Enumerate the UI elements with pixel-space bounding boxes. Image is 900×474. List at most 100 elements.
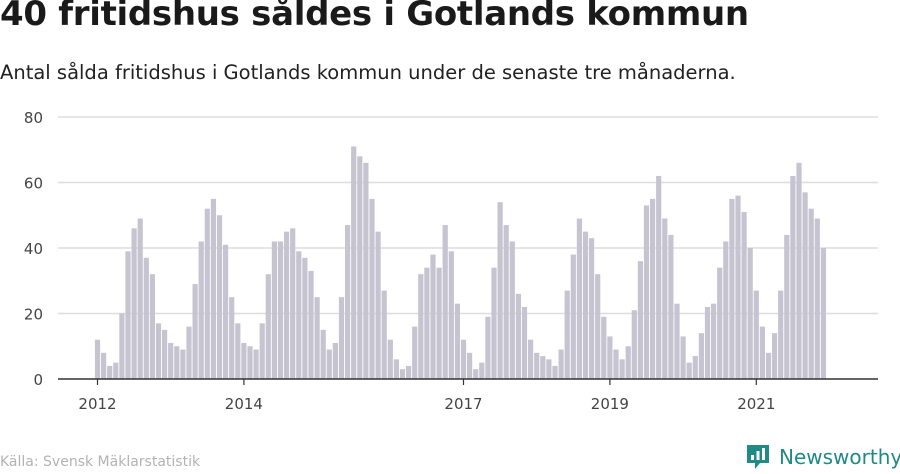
bar: [210, 198, 216, 380]
bar: [637, 261, 643, 379]
bar: [643, 205, 650, 379]
bar: [253, 349, 259, 379]
bar: [607, 336, 613, 379]
bar: [436, 267, 442, 379]
bar: [338, 297, 345, 380]
bar: [204, 208, 210, 379]
bar: [180, 349, 186, 379]
bar: [796, 162, 802, 379]
bar: [564, 290, 570, 379]
bar: [296, 251, 302, 379]
chart-title: 40 fritidshus såldes i Gotlands kommun: [0, 0, 749, 34]
bar: [668, 234, 674, 379]
bar: [375, 231, 381, 380]
bar: [717, 267, 723, 379]
bar: [619, 359, 625, 379]
bar: [747, 248, 753, 379]
bar: [387, 339, 393, 379]
bar: [351, 146, 357, 379]
bar: [271, 241, 277, 379]
bar: [595, 274, 601, 379]
bars: [94, 146, 826, 380]
bar: [155, 323, 162, 379]
bar: [192, 284, 198, 379]
bar: [692, 356, 698, 379]
bar: [662, 218, 668, 379]
bar: [582, 231, 589, 380]
bar: [277, 241, 284, 379]
bar: [162, 329, 168, 380]
bar: [399, 369, 406, 379]
bar: [613, 349, 619, 379]
bar: [284, 231, 290, 380]
bar: [820, 248, 826, 379]
bar: [357, 156, 363, 379]
bar: [515, 293, 521, 379]
bar: [143, 257, 149, 379]
bar: [125, 251, 131, 379]
bar: [735, 195, 741, 379]
bar: [418, 274, 424, 379]
bar-chart: 0 20 40 60 80 2012 2014 2017 2019 2021 40: [24, 100, 878, 413]
bar: [711, 303, 717, 379]
y-tick-label: 0: [33, 371, 43, 389]
bar: [247, 346, 253, 379]
bar: [723, 241, 729, 379]
bar: [509, 241, 515, 379]
bar: [186, 326, 192, 379]
bar: [790, 175, 796, 379]
bar: [491, 267, 497, 379]
source-note: Källa: Svensk Mäklarstatistik: [0, 454, 201, 470]
bar: [686, 362, 692, 380]
bar: [808, 208, 814, 379]
bar: [772, 333, 778, 379]
labels: 0 20 40 60 80 2012 2014 2017 2019 2021 40: [24, 100, 846, 413]
bar: [680, 336, 686, 379]
bar: [229, 297, 235, 380]
bar: [656, 175, 662, 379]
x-tick-label: 2021: [737, 395, 775, 413]
bar: [802, 192, 808, 379]
bar: [363, 162, 369, 379]
bar: [528, 339, 534, 379]
bar: [149, 274, 155, 379]
axes: [58, 378, 878, 385]
bar: [814, 218, 820, 379]
bar: [467, 352, 473, 379]
newsworthy-logo-icon: [747, 445, 769, 469]
bar: [406, 365, 412, 379]
bar: [674, 303, 680, 379]
bar: [650, 198, 656, 380]
bar: [259, 323, 265, 379]
gridlines: [58, 116, 878, 315]
bar: [107, 365, 113, 379]
bar: [302, 257, 308, 379]
bar: [485, 316, 491, 379]
y-tick-label: 20: [24, 306, 43, 324]
bar: [345, 225, 351, 379]
data-label: 40: [825, 100, 845, 104]
bar: [765, 352, 772, 379]
newsworthy-logo: Newsworthy: [745, 443, 900, 471]
bar: [473, 369, 479, 379]
bar: [601, 316, 607, 379]
bar: [326, 349, 332, 379]
bar: [442, 225, 448, 379]
bar: [235, 323, 241, 379]
bar: [534, 352, 540, 379]
bar: [241, 342, 247, 379]
bar: [759, 326, 765, 379]
bar: [576, 218, 582, 379]
bar: [265, 274, 271, 379]
bar: [521, 306, 528, 379]
bar: [570, 254, 576, 379]
bar: [497, 202, 503, 379]
bar: [729, 198, 735, 380]
bar: [198, 241, 204, 379]
bar: [174, 346, 180, 379]
bar: [412, 326, 418, 379]
y-tick-label: 40: [24, 240, 43, 258]
bar: [741, 211, 747, 379]
bar: [113, 362, 119, 380]
bar: [753, 290, 759, 379]
